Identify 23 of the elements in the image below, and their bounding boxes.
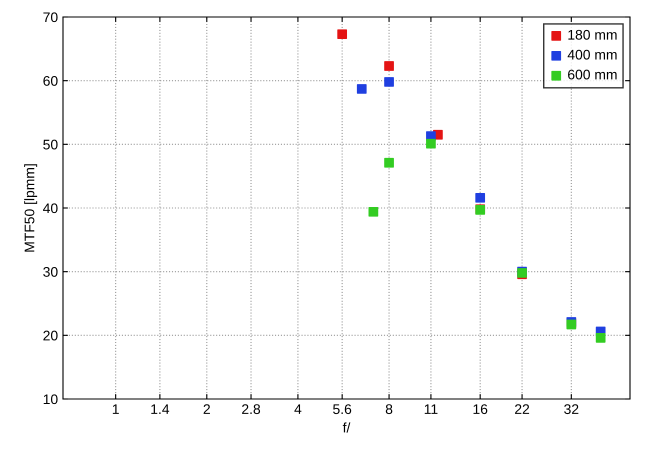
x-axis-title: f/ [342, 422, 350, 433]
legend-label: 180 mm [568, 30, 617, 40]
x-tick-label: 1.4 [151, 404, 170, 414]
x-tick-label: 11 [424, 404, 438, 414]
x-tick-label: 5.6 [333, 404, 352, 414]
y-tick-label: 50 [43, 140, 58, 150]
x-tick-label: 4 [294, 404, 302, 414]
y-tick-label: 70 [43, 12, 58, 22]
legend-label: 600 mm [568, 70, 617, 80]
y-tick-label: 10 [44, 394, 58, 404]
y-tick-label: 60 [43, 76, 58, 86]
x-tick-label: 2 [204, 404, 210, 414]
legend-label: 400 mm [568, 50, 617, 60]
y-axis-title: MTF50 [lpmm] [24, 164, 38, 252]
x-tick-label: 2.8 [242, 404, 260, 414]
x-tick-label: 22 [515, 404, 530, 414]
x-tick-label: 16 [474, 404, 488, 414]
y-tick-label: 40 [43, 203, 58, 214]
y-tick-label: 20 [43, 330, 58, 341]
x-tick-label: 8 [386, 404, 392, 414]
x-tick-label: 1 [112, 404, 119, 414]
x-tick-label: 32 [564, 404, 578, 414]
y-tick-label: 30 [43, 267, 58, 277]
